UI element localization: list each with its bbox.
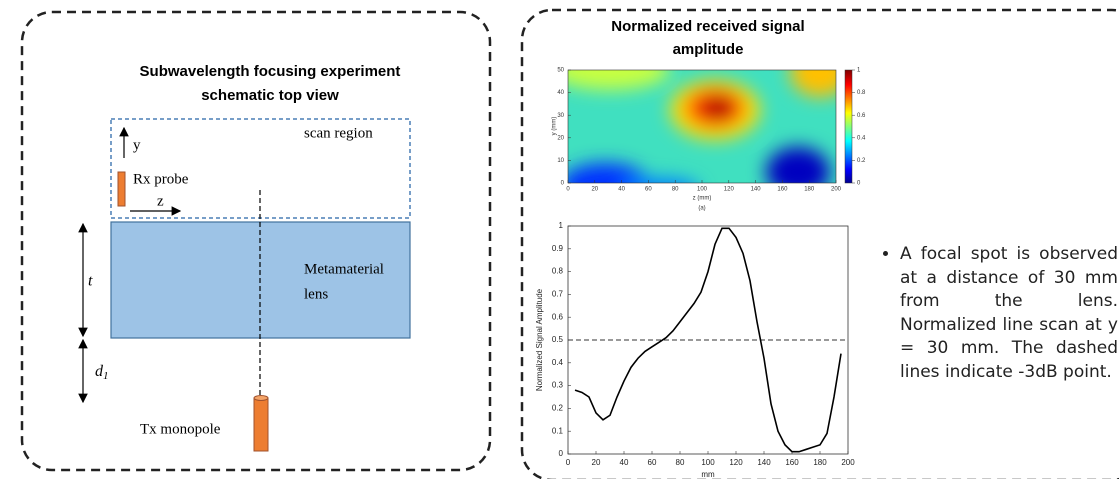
- colorbar-tick-label: 0.8: [857, 90, 866, 96]
- heatmap-x-tick-label: 20: [591, 187, 598, 193]
- tx-monopole: [253, 397, 269, 452]
- colorbar-tick-label: 0: [857, 181, 861, 187]
- heatmap-y-tick-label: 10: [557, 158, 564, 164]
- heatmap-ylabel: y (mm): [552, 117, 558, 136]
- y-tick-label: 1: [559, 221, 564, 230]
- x-tick-label: 120: [729, 458, 743, 467]
- heatmap-x-tick-label: 40: [618, 187, 625, 193]
- y-tick-label: 0.9: [552, 244, 564, 253]
- d-subscript: 1: [103, 370, 109, 382]
- heatmap-y-tick-label: 30: [557, 113, 564, 119]
- schematic-title: schematic top view: [201, 87, 339, 104]
- z-label: z: [157, 193, 164, 209]
- d-letter: d: [95, 363, 104, 380]
- tx-top: [253, 395, 269, 401]
- signal-line: [574, 227, 842, 453]
- scan-region-label: scan region: [304, 125, 373, 141]
- bullet-box: A focal spot is observed at a distance o…: [873, 243, 1118, 384]
- colorbar: [844, 69, 853, 184]
- heatmap-y-tick-label: 0: [561, 181, 565, 187]
- y-tick-label: 0.2: [552, 404, 564, 413]
- y-tick-label: 0.8: [552, 267, 564, 276]
- y-tick-label: 0.3: [552, 381, 564, 390]
- colorbar-tick-label: 0.6: [857, 113, 866, 119]
- x-tick-label: 140: [757, 458, 771, 467]
- x-tick-label: 60: [648, 458, 657, 467]
- line-ylabel: Normalized Signal Amplitude: [535, 288, 544, 391]
- heatmap-x-tick-label: 60: [645, 187, 652, 193]
- rx-probe: [117, 171, 126, 207]
- t-label: t: [88, 273, 93, 290]
- heatmap-y-tick-label: 20: [557, 135, 564, 141]
- heatmap-x-tick-label: 120: [724, 187, 735, 193]
- y-tick-label: 0.6: [552, 312, 564, 321]
- line-xlabel: mm: [701, 470, 715, 479]
- colorbar-tick-label: 1: [857, 68, 861, 74]
- x-tick-label: 0: [566, 458, 571, 467]
- heatmap-x-tick-label: 100: [697, 187, 708, 193]
- rx-probe-label: Rx probe: [133, 171, 189, 187]
- y-tick-label: 0.5: [552, 335, 564, 344]
- colorbar-tick-label: 0.4: [857, 135, 866, 141]
- heatmap-xlabel: z (mm): [693, 196, 712, 202]
- x-tick-label: 80: [676, 458, 685, 467]
- x-tick-label: 180: [813, 458, 827, 467]
- x-tick-label: 200: [841, 458, 855, 467]
- y-tick-label: 0.1: [552, 426, 564, 435]
- x-tick-label: 100: [701, 458, 715, 467]
- heatmap-y-tick-label: 40: [557, 90, 564, 96]
- right-frame: [520, 8, 1119, 479]
- heatmap-x-tick-label: 180: [804, 187, 815, 193]
- heatmap-y-tick-label: 50: [557, 68, 564, 74]
- lens-label: Metamaterial: [304, 261, 384, 277]
- colorbar-tick-label: 0.2: [857, 158, 866, 164]
- y-tick-label: 0.4: [552, 358, 564, 367]
- y-tick-label: 0.7: [552, 290, 564, 299]
- heatmap: [568, 70, 836, 183]
- lens-label: lens: [304, 286, 328, 302]
- left-frame: [20, 10, 492, 472]
- heatmap-x-tick-label: 200: [831, 187, 842, 193]
- heatmap-x-tick-label: 140: [751, 187, 762, 193]
- panel-title: amplitude: [673, 41, 744, 58]
- x-tick-label: 160: [785, 458, 799, 467]
- heatmap-x-tick-label: 80: [672, 187, 679, 193]
- y-label: y: [133, 137, 141, 153]
- d-label: d1: [95, 363, 109, 382]
- heatmap-x-tick-label: 160: [777, 187, 788, 193]
- bullet-text: A focal spot is observed at a distance o…: [900, 243, 1118, 384]
- y-tick-label: 0: [559, 449, 564, 458]
- panel-title: Normalized received signal: [611, 18, 804, 35]
- heatmap-x-tick-label: 0: [566, 187, 570, 193]
- schematic-title: Subwavelength focusing experiment: [140, 63, 401, 80]
- x-tick-label: 40: [620, 458, 629, 467]
- tx-label: Tx monopole: [140, 421, 221, 437]
- x-tick-label: 20: [592, 458, 601, 467]
- heatmap-caption: (a): [698, 206, 705, 212]
